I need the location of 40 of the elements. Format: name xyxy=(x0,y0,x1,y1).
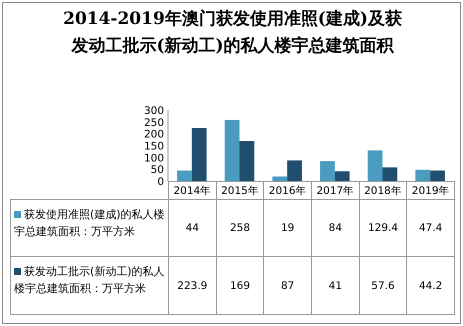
bar xyxy=(177,170,192,181)
data-label: 169 xyxy=(216,256,264,315)
bar xyxy=(224,120,240,181)
chart-title: 2014-2019年澳门获发使用准照(建成)及获发动工批示(新动工)的私人楼宇总建筑面积 xyxy=(62,8,403,58)
x-tick-label: 2015年 xyxy=(216,181,264,200)
data-label: 44.2 xyxy=(406,256,455,315)
bar xyxy=(334,171,350,181)
x-tick-label: 2019年 xyxy=(406,181,455,200)
y-tick-label: 50 xyxy=(150,164,164,176)
legend-label: 获发使用准照(建成)的私人楼宇总建筑面积：万平方米 xyxy=(10,199,169,257)
x-tick-label: 2014年 xyxy=(168,181,217,200)
bar xyxy=(382,167,398,181)
bar xyxy=(415,170,430,181)
y-tick-label: 0 xyxy=(157,176,164,188)
x-tick-label: 2016年 xyxy=(263,181,312,200)
data-label: 57.6 xyxy=(358,256,408,315)
data-label: 258 xyxy=(216,199,264,257)
x-tick-label: 2018年 xyxy=(358,181,408,200)
data-label: 44 xyxy=(168,199,217,257)
y-tick-label: 250 xyxy=(144,116,164,129)
bar xyxy=(287,160,302,181)
bar xyxy=(272,176,288,181)
y-tick-label: 300 xyxy=(144,105,164,117)
data-label: 41 xyxy=(311,256,360,315)
data-label: 84 xyxy=(311,199,360,257)
data-label: 87 xyxy=(263,256,312,315)
bar xyxy=(240,141,254,181)
bar xyxy=(192,128,207,181)
data-label: 129.4 xyxy=(358,199,408,257)
data-label: 19 xyxy=(263,199,312,257)
legend-label: 获发动工批示(新动工)的私人楼宇总建筑面积：万平方米 xyxy=(10,256,169,315)
x-tick-label: 2017年 xyxy=(311,181,360,200)
y-tick-label: 200 xyxy=(144,128,164,141)
data-label: 47.4 xyxy=(406,199,455,257)
y-tick-label: 150 xyxy=(144,140,164,152)
bar xyxy=(320,161,335,181)
bar xyxy=(368,150,382,181)
y-tick-label: 100 xyxy=(144,152,164,164)
bar xyxy=(430,170,445,181)
data-label: 223.9 xyxy=(168,256,217,315)
